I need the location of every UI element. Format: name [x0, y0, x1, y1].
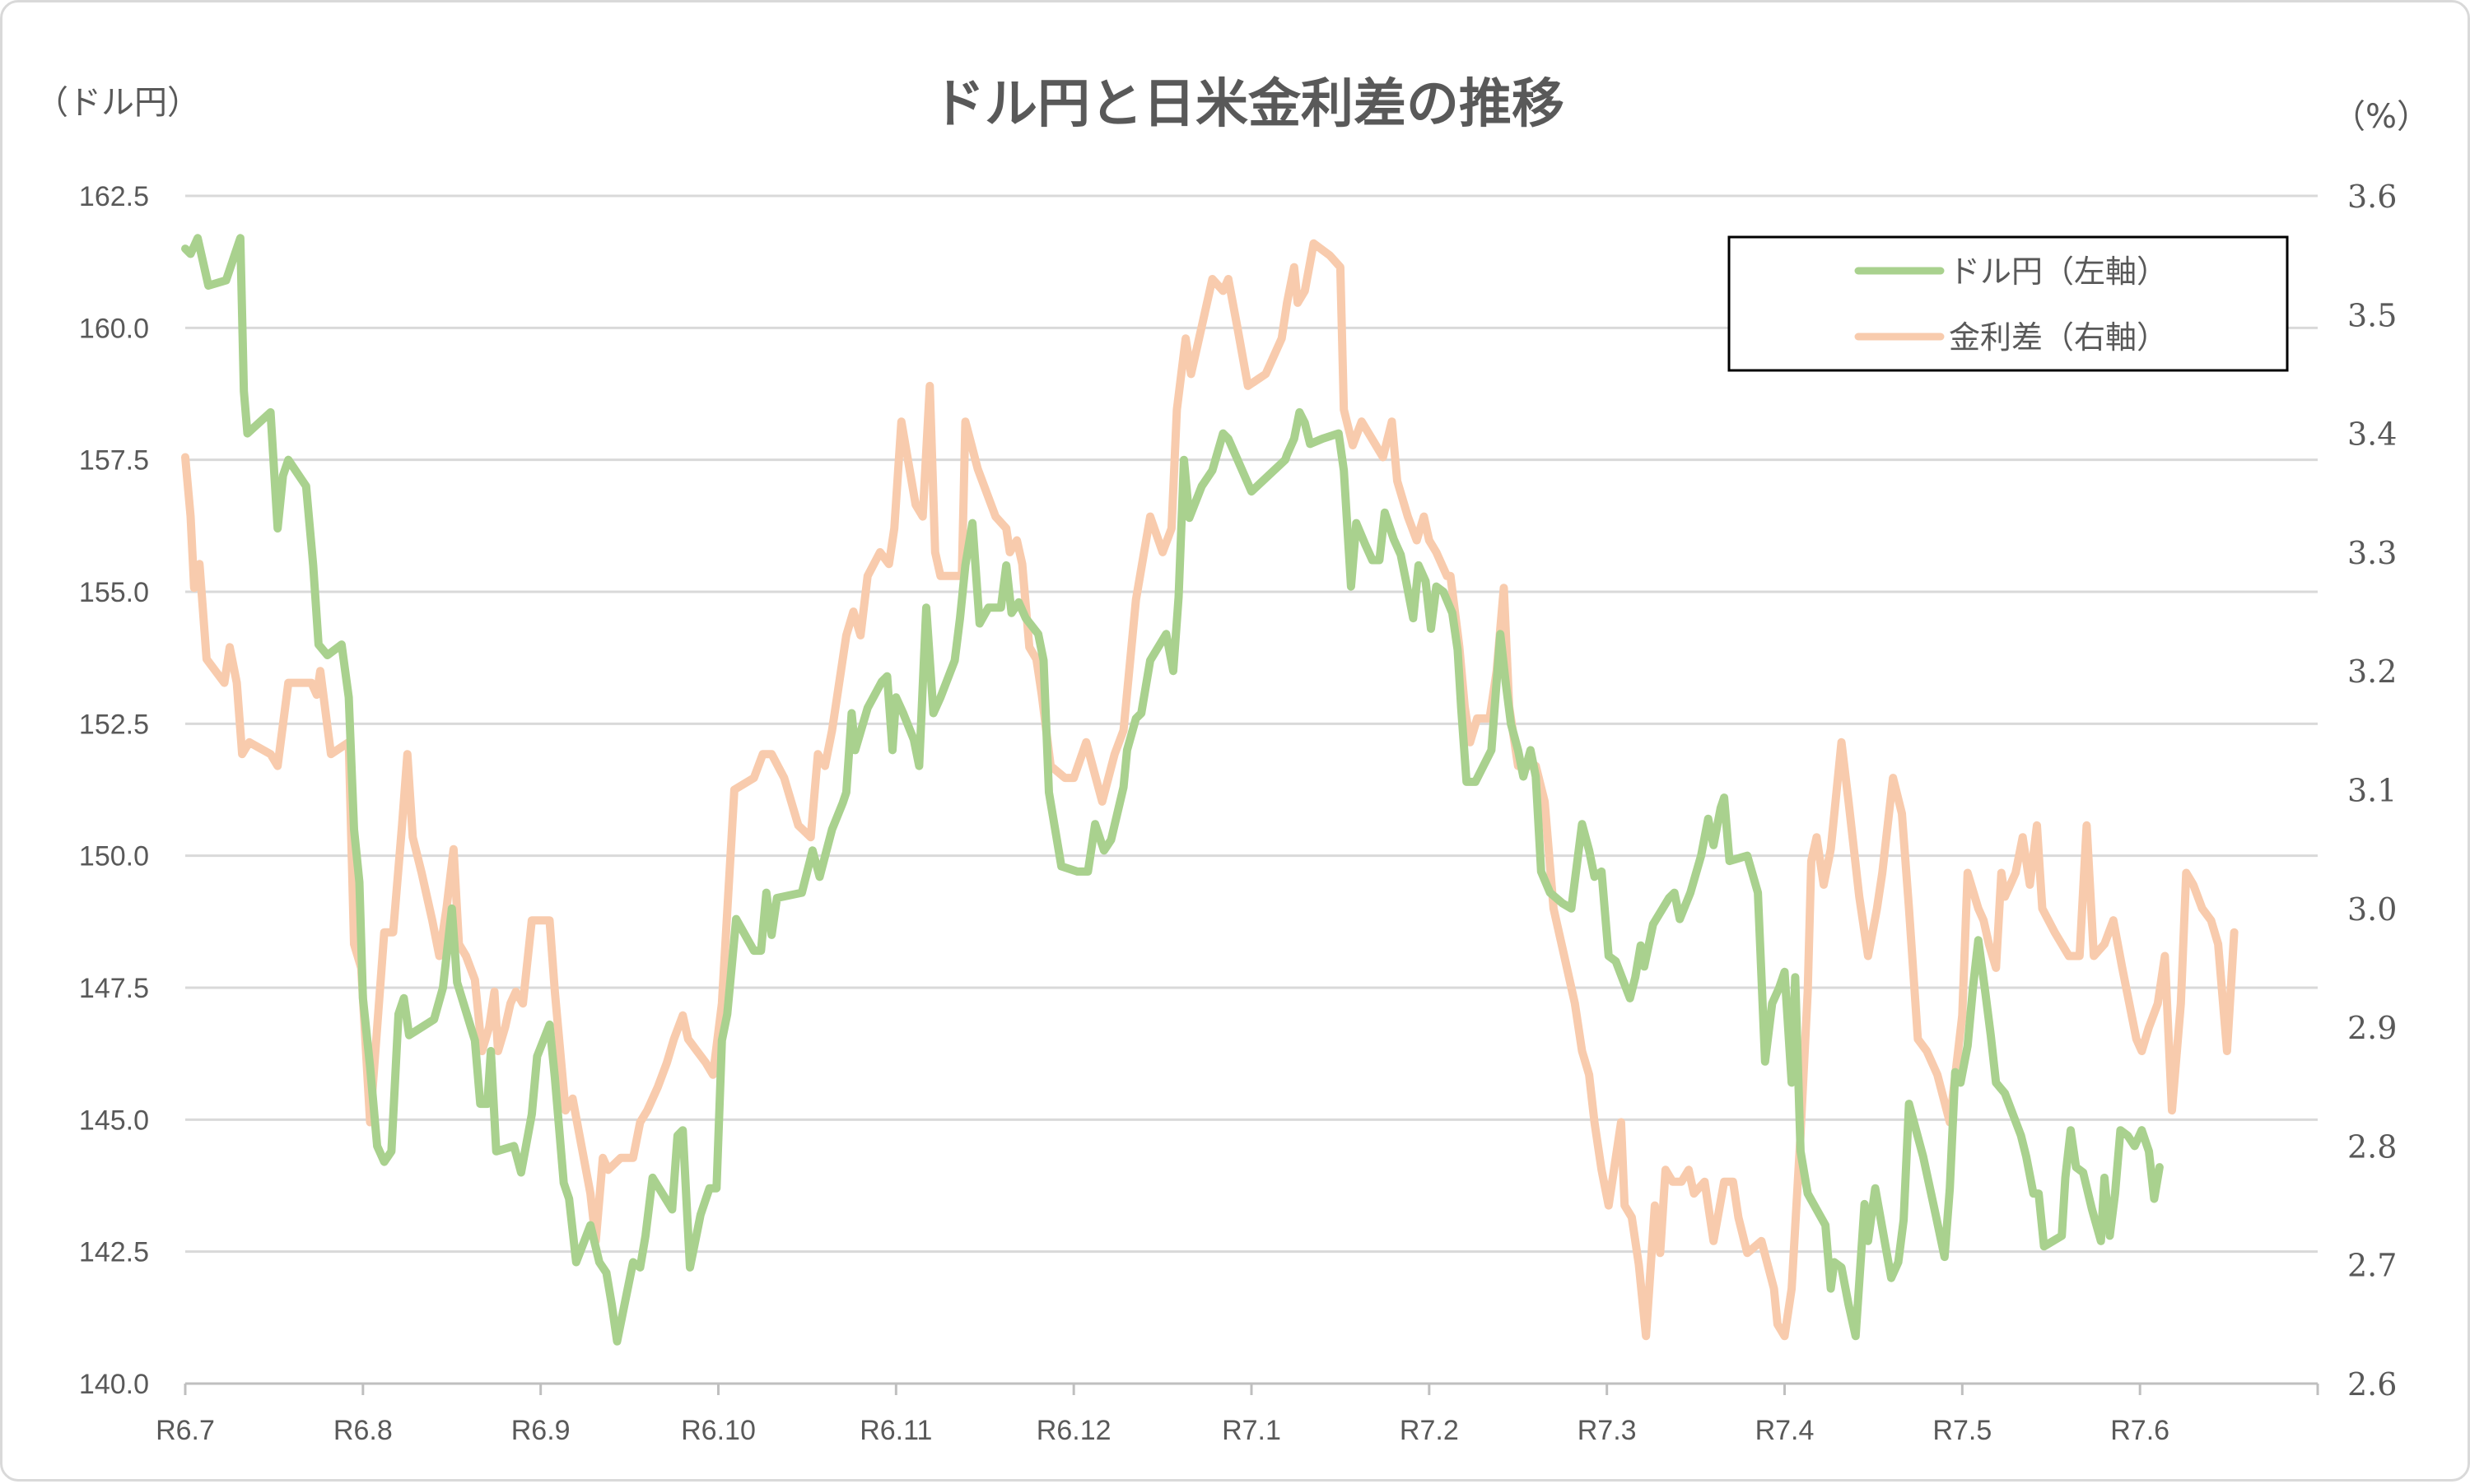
right-tick-label: 3.0 [2347, 891, 2397, 928]
x-tick-label: R7.1 [1222, 1415, 1281, 1446]
x-tick-label: R6.12 [1037, 1415, 1112, 1446]
x-tick-label: R7.4 [1755, 1415, 1815, 1446]
x-tick-label: R6.7 [156, 1415, 215, 1446]
left-tick-label: 157.5 [79, 445, 149, 477]
left-axis-unit: （ドル円） [35, 84, 200, 122]
left-tick-label: 147.5 [79, 973, 149, 1004]
left-tick-label: 145.0 [79, 1105, 149, 1136]
legend-label-spread: 金利差（右軸） [1949, 319, 2168, 356]
right-tick-label: 3.2 [2347, 654, 2397, 690]
right-tick-label: 2.7 [2347, 1248, 2397, 1284]
right-tick-label: 2.9 [2347, 1010, 2397, 1046]
x-tick-label: R6.9 [511, 1415, 571, 1446]
series-line-usdjpy [181, 234, 2164, 1346]
x-tick-label: R7.5 [1932, 1415, 1992, 1446]
chart-title: ドル円と日米金利差の推移 [932, 74, 1564, 135]
right-tick-label: 3.5 [2347, 297, 2397, 333]
series-line-rate-spread [181, 239, 2239, 1341]
x-tick-label: R6.8 [333, 1415, 393, 1446]
right-axis-unit: （%） [2333, 98, 2430, 136]
right-axis-ticks: 2.6 2.7 2.8 2.9 3.0 3.1 3.2 3.3 3.4 3.5 3.6 [2347, 179, 2397, 1403]
legend-box [1727, 235, 2289, 372]
left-axis-ticks: 140.0 142.5 145.0 147.5 150.0 152.5 155.0 157.5… [79, 181, 149, 1400]
right-tick-label: 3.4 [2347, 416, 2397, 453]
left-tick-label: 152.5 [79, 709, 149, 740]
x-tick-label: R6.10 [681, 1415, 756, 1446]
legend-label-usdjpy: ドル円（左軸） [1949, 254, 2168, 290]
right-tick-label: 2.6 [2347, 1366, 2397, 1403]
right-tick-label: 3.3 [2347, 535, 2397, 571]
legend: ドル円（左軸） 金利差（右軸） [1727, 235, 2289, 372]
x-tick-label: R7.3 [1578, 1415, 1637, 1446]
series-layer [181, 234, 2239, 1346]
left-tick-label: 140.0 [79, 1369, 149, 1400]
x-tick-label: R7.2 [1400, 1415, 1459, 1446]
gridlines [184, 194, 2319, 1395]
left-tick-label: 162.5 [79, 181, 149, 212]
x-axis-ticks: R6.7 R6.8 R6.9 R6.10 R6.11 R6.12 R7.1 R7.2 R7.3 R… [156, 1415, 2169, 1446]
left-tick-label: 160.0 [79, 313, 149, 344]
left-tick-label: 155.0 [79, 577, 149, 608]
right-tick-label: 3.1 [2347, 773, 2397, 809]
left-tick-label: 150.0 [79, 841, 149, 872]
left-tick-label: 142.5 [79, 1237, 149, 1268]
x-tick-label: R6.11 [860, 1415, 932, 1446]
x-tick-label: R7.6 [2110, 1415, 2169, 1446]
right-tick-label: 2.8 [2347, 1128, 2397, 1165]
right-tick-label: 3.6 [2347, 179, 2397, 215]
